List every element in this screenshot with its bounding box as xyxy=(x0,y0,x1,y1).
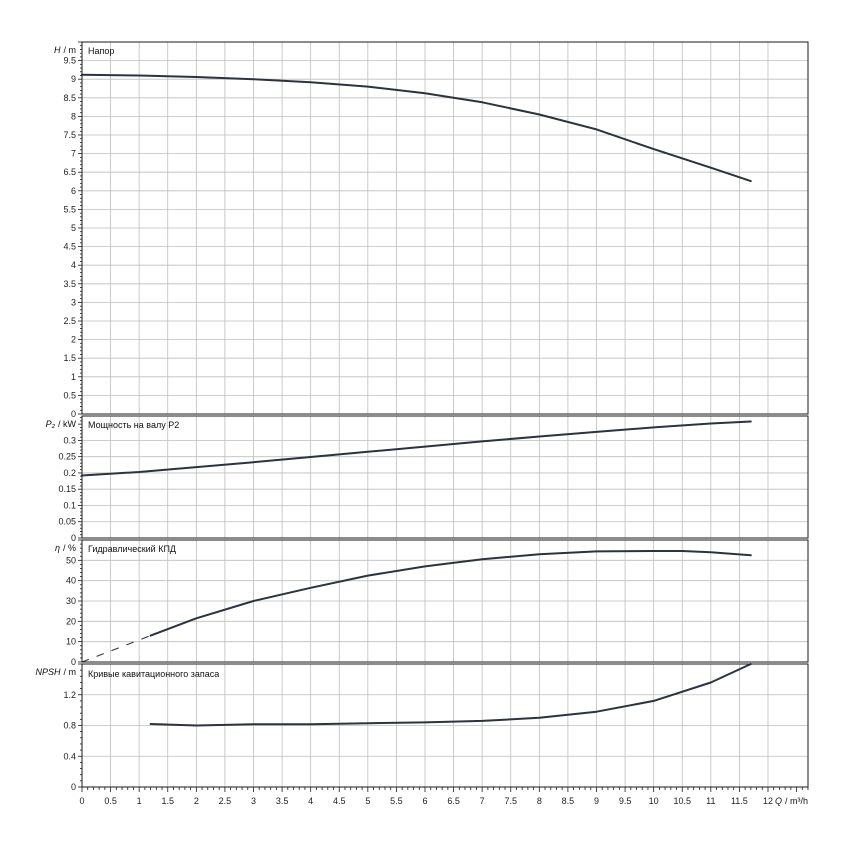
y-tick-label-power: 0 xyxy=(71,533,76,543)
y-tick-label-npsh: 0.4 xyxy=(63,751,76,761)
y-tick-label-power: 0.1 xyxy=(63,500,76,510)
y-axis-symbol-npsh: NPSH xyxy=(35,667,61,677)
y-tick-label-power: 0.05 xyxy=(58,517,76,527)
y-tick-label-efficiency: 40 xyxy=(66,576,76,586)
x-tick-label: 3 xyxy=(251,796,256,806)
panel-title-npsh: Кривые кавитационного запаса xyxy=(88,669,219,679)
y-axis-unit-npsh: / m xyxy=(64,667,77,677)
y-tick-label-head: 8.5 xyxy=(63,93,76,103)
y-tick-label-head: 1.5 xyxy=(63,353,76,363)
x-tick-label: 8 xyxy=(537,796,542,806)
y-tick-label-efficiency: 0 xyxy=(71,657,76,667)
y-axis-symbol-power: P₂ xyxy=(46,419,56,429)
y-tick-label-npsh: 0.8 xyxy=(63,721,76,731)
y-tick-label-efficiency: 10 xyxy=(66,637,76,647)
x-tick-label: 7 xyxy=(480,796,485,806)
y-axis-unit-efficiency: / % xyxy=(63,543,76,553)
panel-title-power: Мощность на валу P2 xyxy=(88,420,179,430)
y-tick-label-power: 0.25 xyxy=(58,452,76,462)
x-tick-label: 9.5 xyxy=(619,796,632,806)
y-tick-label-head: 4 xyxy=(71,260,76,270)
x-axis-symbol: Q xyxy=(775,796,782,806)
x-tick-label: 2.5 xyxy=(219,796,232,806)
tick-marks xyxy=(78,41,809,792)
y-axis-label-power: P₂ / kW xyxy=(46,419,77,429)
x-tick-label: 6 xyxy=(422,796,427,806)
x-tick-label: 0.5 xyxy=(104,796,117,806)
y-tick-label-efficiency: 20 xyxy=(66,616,76,626)
curves xyxy=(81,73,752,727)
x-tick-label: 4.5 xyxy=(333,796,346,806)
y-tick-label-head: 6.5 xyxy=(63,167,76,177)
x-tick-label: 10.5 xyxy=(673,796,691,806)
tick-labels: 00.511.522.533.544.555.566.577.588.599.5… xyxy=(58,56,773,806)
y-tick-label-head: 2 xyxy=(71,335,76,345)
y-axis-symbol-head: H xyxy=(54,45,61,55)
y-axis-unit-head: / m xyxy=(64,45,77,55)
y-tick-label-head: 5.5 xyxy=(63,204,76,214)
grid-lines xyxy=(82,42,808,787)
x-tick-label: 1 xyxy=(137,796,142,806)
x-tick-label: 5.5 xyxy=(390,796,403,806)
panel-title-efficiency: Гидравлический КПД xyxy=(88,544,176,554)
x-axis-unit: / m³/h xyxy=(785,796,808,806)
y-tick-label-head: 0 xyxy=(71,409,76,419)
x-tick-label: 12 xyxy=(763,796,773,806)
y-tick-label-head: 9 xyxy=(71,74,76,84)
y-axis-unit-power: / kW xyxy=(58,419,77,429)
y-tick-label-head: 5 xyxy=(71,223,76,233)
curve-head xyxy=(81,73,752,183)
x-tick-label: 9 xyxy=(594,796,599,806)
y-axis-label-head: H / m xyxy=(54,45,76,55)
y-tick-label-head: 0.5 xyxy=(63,390,76,400)
y-tick-label-npsh: 1.2 xyxy=(63,690,76,700)
curve-efficiency-extrapolated xyxy=(81,635,152,663)
x-tick-label: 10 xyxy=(649,796,659,806)
y-tick-label-head: 8 xyxy=(71,111,76,121)
curve-npsh xyxy=(149,663,752,727)
x-tick-label: 6.5 xyxy=(447,796,460,806)
y-tick-label-head: 9.5 xyxy=(63,56,76,66)
x-tick-label: 3.5 xyxy=(276,796,289,806)
y-tick-label-power: 0.3 xyxy=(63,435,76,445)
y-tick-label-head: 7.5 xyxy=(63,130,76,140)
y-tick-label-efficiency: 30 xyxy=(66,596,76,606)
curve-power xyxy=(81,420,752,477)
x-tick-label: 8.5 xyxy=(562,796,575,806)
y-tick-label-head: 7 xyxy=(71,149,76,159)
x-tick-label: 5 xyxy=(365,796,370,806)
y-axis-label-efficiency: η / % xyxy=(55,543,76,553)
curve-efficiency xyxy=(149,550,752,637)
x-tick-label: 1.5 xyxy=(161,796,174,806)
x-tick-label: 7.5 xyxy=(504,796,517,806)
x-tick-label: 0 xyxy=(79,796,84,806)
y-axis-symbol-efficiency: η xyxy=(55,543,60,553)
x-tick-label: 11 xyxy=(706,796,715,806)
x-tick-label: 2 xyxy=(194,796,199,806)
panel-frame-power xyxy=(81,415,809,539)
y-tick-label-head: 6 xyxy=(71,186,76,196)
y-tick-label-head: 3 xyxy=(71,297,76,307)
panel-title-head: Напор xyxy=(88,46,114,56)
y-tick-label-head: 2.5 xyxy=(63,316,76,326)
labels: Напор Мощность на валу P2 Гидравлический… xyxy=(35,45,808,806)
x-tick-label: 11.5 xyxy=(731,796,748,806)
y-axis-label-npsh: NPSH / m xyxy=(35,667,76,677)
y-tick-label-power: 0.2 xyxy=(63,468,76,478)
x-axis-label: Q / m³/h xyxy=(775,796,808,806)
x-tick-label: 4 xyxy=(308,796,313,806)
y-tick-label-power: 0.15 xyxy=(58,484,76,494)
y-tick-label-head: 1 xyxy=(71,372,76,382)
y-tick-label-npsh: 0 xyxy=(71,782,76,792)
y-tick-label-head: 4.5 xyxy=(63,242,76,252)
y-tick-label-efficiency: 50 xyxy=(66,555,76,565)
y-tick-label-head: 3.5 xyxy=(63,279,76,289)
